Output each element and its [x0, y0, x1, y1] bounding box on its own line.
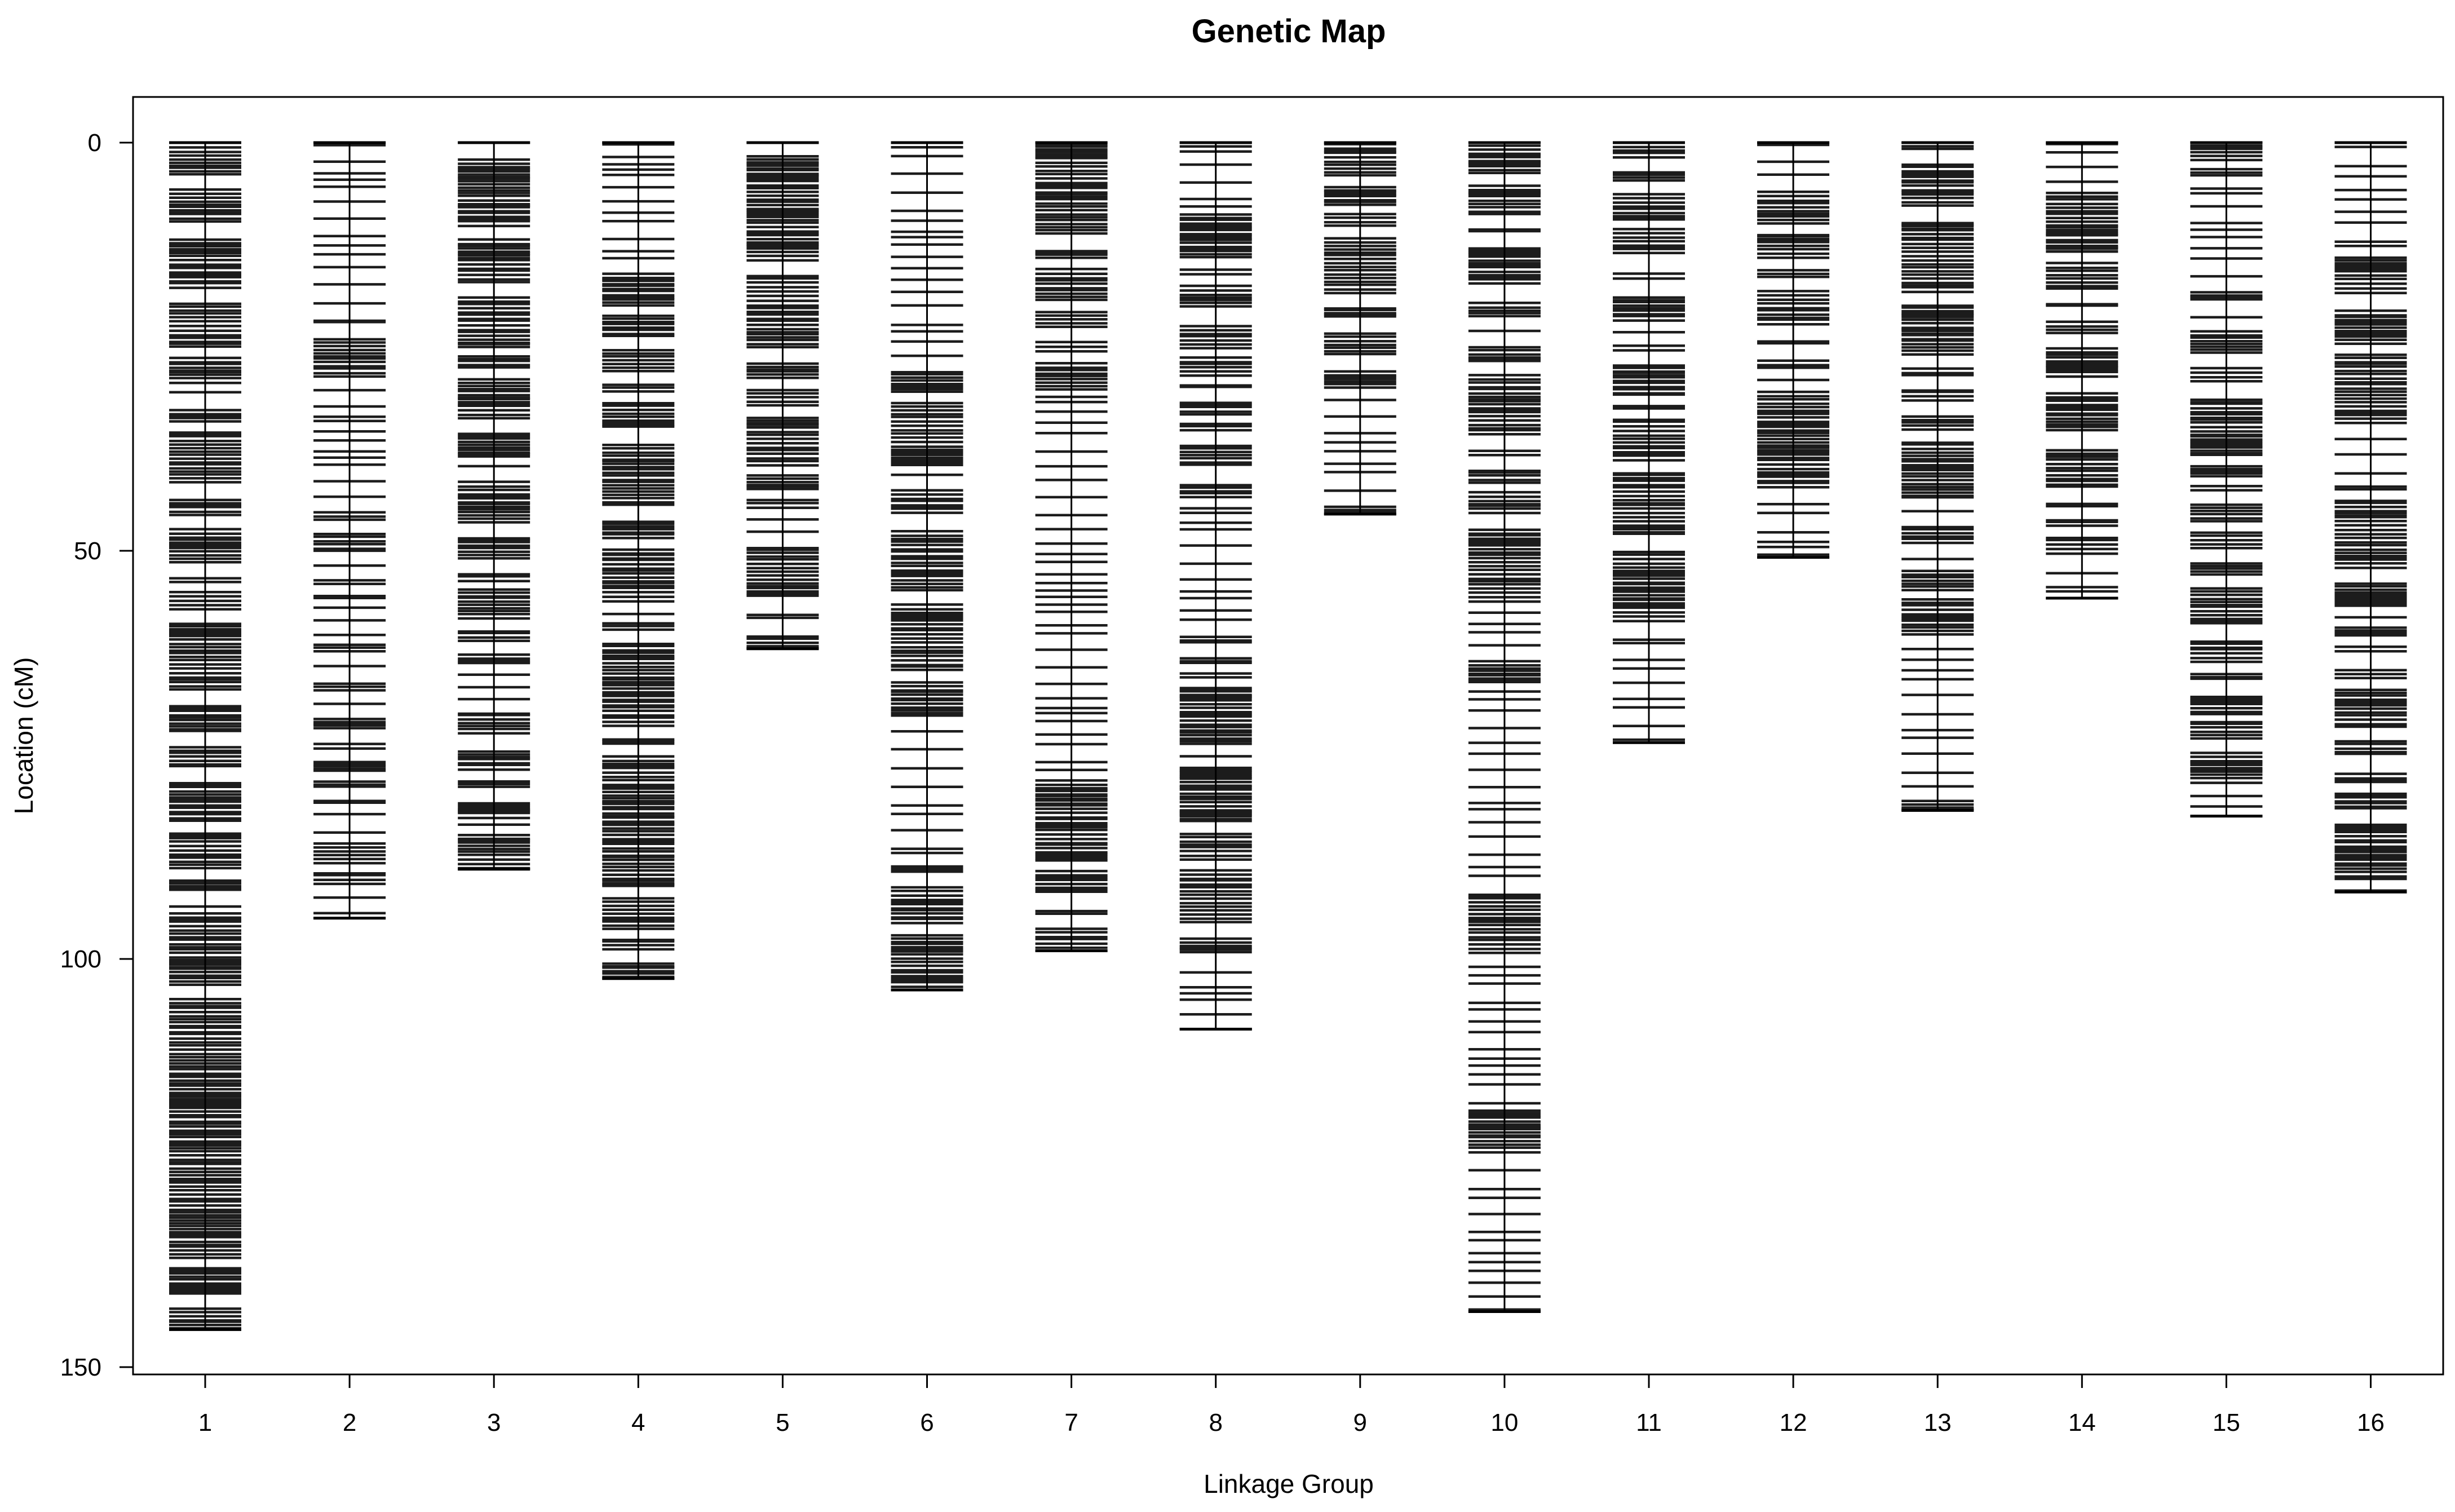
y-axis: 0 50 100 150 [60, 129, 133, 1381]
x-tick-label: 4 [631, 1409, 645, 1436]
x-tick-label: 15 [2213, 1409, 2240, 1436]
linkage-group-5 [746, 141, 819, 651]
x-tick-label: 2 [343, 1409, 356, 1436]
x-tick-label: 8 [1209, 1409, 1222, 1436]
linkage-group-15 [2190, 141, 2263, 818]
x-tick-label: 13 [1924, 1409, 1952, 1436]
x-axis-label: Linkage Group [1204, 1469, 1374, 1498]
linkage-group-13 [1901, 141, 1974, 812]
linkage-group-6 [891, 141, 963, 992]
y-axis-label: Location (cM) [9, 657, 38, 815]
chart-title: Genetic Map [1192, 13, 1386, 50]
x-axis: 1 2 3 4 5 6 7 8 9 10 11 12 13 14 15 16 [198, 1374, 2385, 1436]
y-tick-label: 50 [74, 537, 101, 565]
linkage-group-7 [1035, 141, 1108, 953]
x-tick-label: 11 [1636, 1409, 1662, 1436]
linkage-group-1 [169, 141, 241, 1331]
x-tick-label: 12 [1780, 1409, 1807, 1436]
linkage-group-9 [1324, 141, 1396, 516]
x-tick-label: 9 [1353, 1409, 1367, 1436]
x-tick-label: 5 [776, 1409, 789, 1436]
x-tick-label: 6 [920, 1409, 934, 1436]
y-tick-label: 0 [88, 129, 101, 157]
linkage-group-11 [1613, 141, 1685, 744]
plot-frame [132, 96, 2444, 1376]
linkage-group-12 [1757, 141, 1830, 559]
linkage-group-14 [2046, 141, 2118, 600]
linkage-group-16 [2334, 141, 2407, 894]
linkage-group-3 [458, 141, 530, 871]
linkage-group-4 [602, 141, 675, 980]
x-tick-label: 3 [487, 1409, 501, 1436]
linkage-group-2 [313, 141, 386, 920]
x-tick-label: 14 [2068, 1409, 2096, 1436]
x-tick-label: 7 [1064, 1409, 1078, 1436]
y-tick-label: 100 [60, 945, 101, 973]
x-tick-label: 10 [1490, 1409, 1518, 1436]
marker-groups [169, 141, 2407, 1331]
linkage-group-10 [1468, 141, 1541, 1314]
linkage-group-8 [1179, 141, 1252, 1031]
x-tick-label: 16 [2357, 1409, 2385, 1436]
y-tick-label: 150 [60, 1354, 101, 1381]
x-tick-label: 1 [198, 1409, 212, 1436]
